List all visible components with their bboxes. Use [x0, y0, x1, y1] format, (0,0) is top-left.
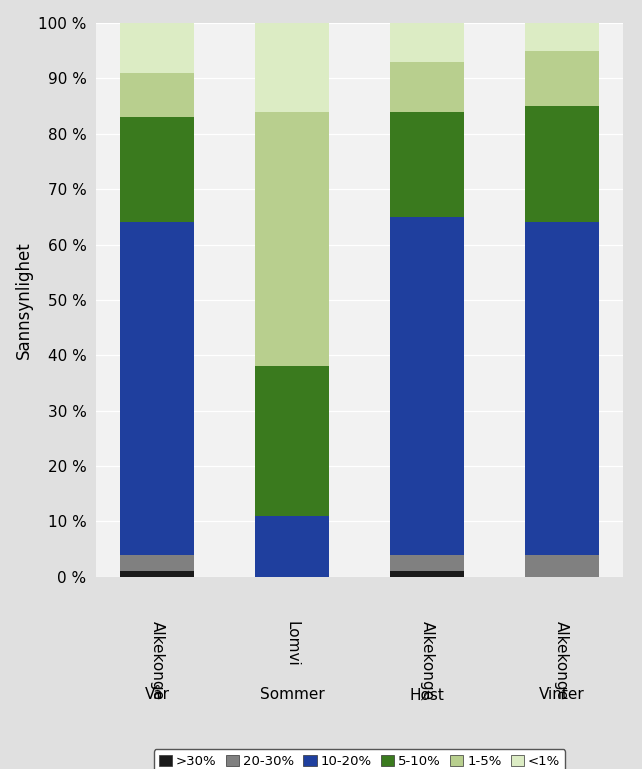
Bar	[525, 23, 599, 51]
Bar	[120, 23, 195, 73]
Bar	[525, 222, 599, 554]
Bar	[120, 571, 195, 577]
Bar	[120, 222, 195, 554]
Bar	[525, 554, 599, 577]
Bar	[255, 112, 329, 366]
Bar	[255, 366, 329, 516]
Text: Alkekonge: Alkekonge	[150, 621, 165, 700]
Text: Lomvi: Lomvi	[284, 621, 300, 667]
Bar	[120, 73, 195, 117]
Text: Alkekonge: Alkekonge	[554, 621, 569, 700]
Text: Alkekonge: Alkekonge	[419, 621, 435, 700]
Bar	[525, 106, 599, 222]
Text: Høst: Høst	[410, 687, 444, 703]
Text: Vinter: Vinter	[539, 687, 585, 703]
Bar	[525, 51, 599, 106]
Legend: >30%, 20-30%, 10-20%, 5-10%, 1-5%, <1%: >30%, 20-30%, 10-20%, 5-10%, 1-5%, <1%	[153, 750, 566, 769]
Bar	[255, 23, 329, 112]
Bar	[390, 23, 464, 62]
Bar	[120, 117, 195, 222]
Y-axis label: Sannsynlighet: Sannsynlighet	[15, 241, 33, 359]
Bar	[255, 516, 329, 577]
Bar	[390, 62, 464, 112]
Bar	[390, 554, 464, 571]
Bar	[390, 112, 464, 217]
Bar	[390, 571, 464, 577]
Text: Sommer: Sommer	[260, 687, 324, 703]
Text: Vår: Vår	[145, 687, 169, 703]
Bar	[120, 554, 195, 571]
Bar	[390, 217, 464, 554]
